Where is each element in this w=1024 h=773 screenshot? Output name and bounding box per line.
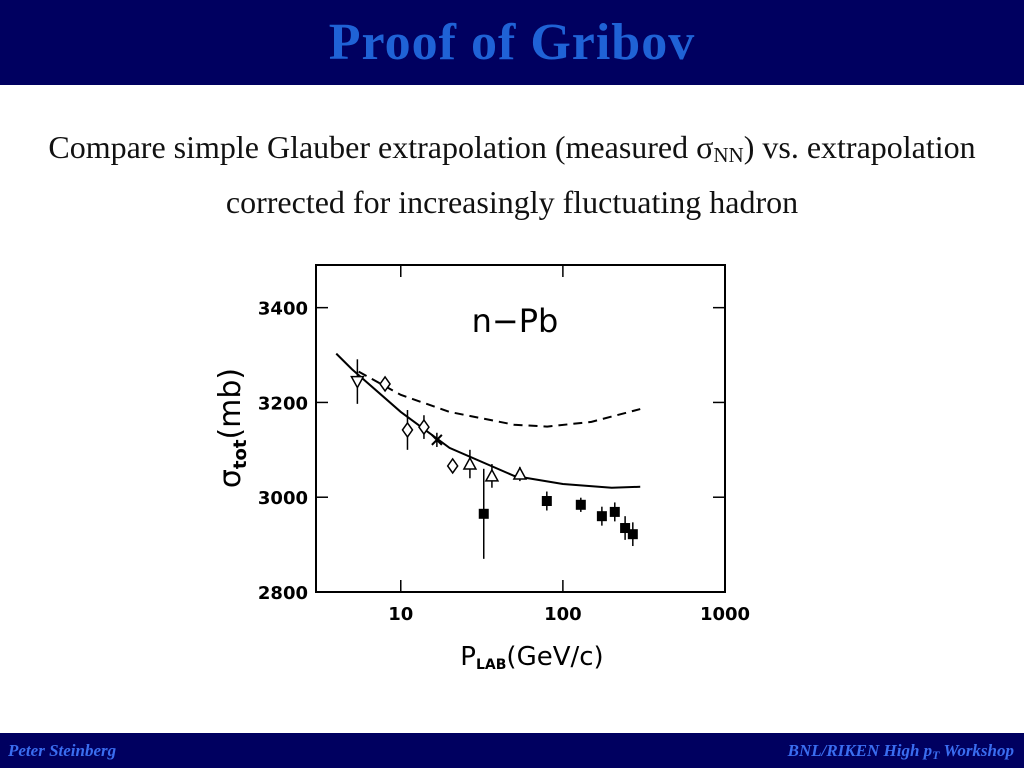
y-tick-label: 2800 — [258, 583, 308, 604]
x-label: P — [460, 642, 476, 672]
text: ) vs. extrapolation corrected for increa… — [225, 129, 976, 220]
footer-left: Peter Steinberg — [8, 741, 117, 760]
data-point — [512, 466, 528, 480]
data-point — [627, 529, 638, 540]
data-point — [541, 496, 552, 507]
y-label: (mb) — [213, 368, 248, 440]
text: BNL/RIKEN High p — [787, 741, 933, 760]
x-tick-label: 100 — [544, 604, 582, 625]
y-axis-label: σtot(mb) — [213, 368, 251, 488]
chart: n−Pb PLAB(GeV/c) σtot(mb) 2800 3000 3200 34… — [213, 264, 750, 673]
data-point — [401, 421, 414, 439]
subscript: T — [932, 748, 940, 762]
curve — [358, 370, 641, 428]
x-label-sub: LAB — [476, 657, 506, 673]
annotation: n−Pb — [472, 302, 559, 340]
data-point — [446, 457, 459, 475]
text: Workshop — [939, 741, 1014, 760]
x-axis-label: PLAB(GeV/c) — [460, 642, 603, 673]
plot-frame — [315, 264, 726, 593]
text: Compare simple Glauber extrapolation (me… — [48, 129, 714, 165]
data-point — [478, 508, 489, 519]
data-point — [350, 375, 365, 390]
body-text: Compare simple Glauber extrapolation (me… — [40, 124, 984, 226]
data-point — [418, 418, 430, 436]
y-tick-label: 3000 — [258, 488, 308, 509]
footer: Peter Steinberg BNL/RIKEN High pT Worksho… — [0, 733, 1024, 768]
data-point — [484, 468, 500, 482]
data-point — [431, 434, 443, 446]
data-point — [596, 511, 607, 522]
y-tick-label: 3400 — [258, 299, 308, 320]
data-point — [620, 523, 631, 534]
x-tick-label: 10 — [388, 604, 413, 625]
y-label: σ — [213, 469, 248, 488]
subscript: NN — [713, 143, 744, 167]
x-tick-label: 1000 — [700, 604, 750, 625]
header: Proof of Gribov — [0, 0, 1024, 85]
title: Proof of Gribov — [328, 14, 696, 71]
x-label: (GeV/c) — [506, 642, 603, 672]
data-point — [462, 456, 478, 470]
data-point — [379, 375, 391, 393]
y-tick-label: 3200 — [258, 393, 308, 414]
footer-right: BNL/RIKEN High pT Workshop — [788, 733, 1014, 773]
y-label-sub: tot — [230, 439, 251, 469]
data-point — [575, 499, 586, 510]
data-point — [609, 506, 620, 517]
